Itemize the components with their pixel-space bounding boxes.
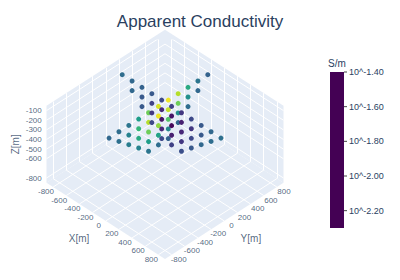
svg-text:800: 800 bbox=[145, 255, 159, 264]
svg-text:-800: -800 bbox=[26, 174, 43, 183]
svg-text:Apparent Conductivity: Apparent Conductivity bbox=[117, 12, 284, 31]
svg-text:800: 800 bbox=[277, 187, 291, 196]
svg-text:-400: -400 bbox=[64, 204, 81, 214]
svg-text:10^-2.00: 10^-2.00 bbox=[349, 171, 384, 181]
svg-text:-300: -300 bbox=[26, 125, 43, 134]
svg-text:10^-2.20: 10^-2.20 bbox=[349, 206, 384, 216]
svg-text:-100: -100 bbox=[26, 106, 43, 115]
svg-text:-200: -200 bbox=[210, 229, 227, 238]
svg-text:0: 0 bbox=[96, 221, 101, 230]
svg-text:600: 600 bbox=[264, 196, 278, 205]
svg-text:400: 400 bbox=[251, 204, 265, 213]
svg-text:10^-1.40: 10^-1.40 bbox=[349, 67, 384, 77]
svg-text:0: 0 bbox=[229, 221, 234, 230]
svg-text:400: 400 bbox=[118, 238, 132, 247]
svg-text:-400: -400 bbox=[197, 238, 214, 247]
svg-text:200: 200 bbox=[238, 213, 252, 222]
svg-text:X[m]: X[m] bbox=[69, 233, 90, 244]
svg-text:200: 200 bbox=[105, 229, 119, 238]
svg-text:-600: -600 bbox=[184, 246, 201, 255]
svg-text:-600: -600 bbox=[26, 154, 43, 163]
svg-text:10^-1.60: 10^-1.60 bbox=[349, 102, 384, 112]
svg-text:-800: -800 bbox=[171, 255, 188, 264]
svg-text:-200: -200 bbox=[26, 116, 43, 125]
svg-text:-400: -400 bbox=[26, 135, 43, 144]
svg-text:S/m: S/m bbox=[328, 58, 346, 69]
svg-text:-800: -800 bbox=[38, 187, 54, 197]
svg-text:-500: -500 bbox=[26, 145, 43, 154]
svg-text:-600: -600 bbox=[51, 195, 68, 205]
svg-text:-200: -200 bbox=[77, 213, 94, 222]
svg-text:10^-1.80: 10^-1.80 bbox=[349, 136, 384, 146]
svg-text:Z[m]: Z[m] bbox=[10, 134, 21, 154]
svg-text:Y[m]: Y[m] bbox=[241, 233, 262, 244]
svg-text:600: 600 bbox=[131, 246, 145, 255]
